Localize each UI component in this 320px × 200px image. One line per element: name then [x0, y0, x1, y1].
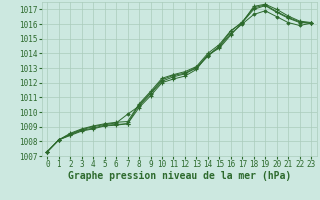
X-axis label: Graphe pression niveau de la mer (hPa): Graphe pression niveau de la mer (hPa): [68, 171, 291, 181]
